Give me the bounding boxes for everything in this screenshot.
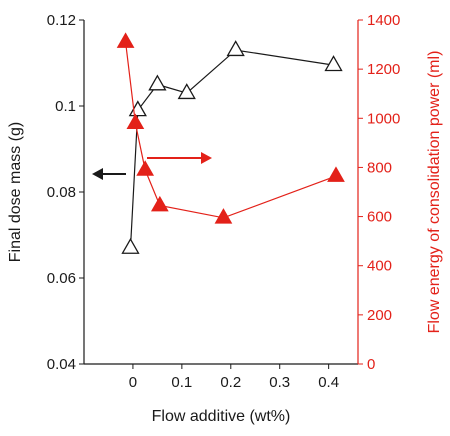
series-line-flow-energy <box>124 42 337 219</box>
y2-tick-label: 400 <box>367 258 392 275</box>
filled-triangle-point <box>116 32 135 48</box>
left-y-axis-title: Final dose mass (g) <box>7 122 24 263</box>
filled-triangle-point <box>150 195 169 212</box>
right-y-axis-ticks: 0 200 400 600 800 1000 1200 1400 <box>358 12 400 373</box>
open-triangle-point <box>226 40 245 57</box>
filled-triangle-point <box>327 166 345 182</box>
x-axis-ticks: 0 0.1 0.2 0.3 0.4 <box>129 364 339 391</box>
right-y-axis-title: Flow energy of consolidation power (ml) <box>426 51 443 334</box>
right-axis-arrow-head <box>201 152 212 164</box>
y2-tick-label: 0 <box>367 356 375 373</box>
x-tick-label: 0.4 <box>318 374 339 391</box>
x-tick-label: 0 <box>129 374 137 391</box>
y2-tick-label: 1000 <box>367 110 400 127</box>
filled-triangle-point <box>126 113 145 130</box>
y-tick-label: 0.08 <box>47 184 76 201</box>
annotation-layer <box>92 152 212 180</box>
left-y-axis-ticks: 0.04 0.06 0.08 0.1 0.12 <box>47 12 84 373</box>
open-triangle-point <box>177 83 196 100</box>
y-tick-label: 0.06 <box>47 270 76 287</box>
y2-tick-label: 600 <box>367 209 392 226</box>
open-triangle-point <box>324 55 343 72</box>
x-axis-title: Flow additive (wt%) <box>152 408 291 425</box>
series-layer <box>116 32 345 254</box>
filled-triangle-point <box>136 160 155 176</box>
plot-frame <box>83 20 359 365</box>
left-axis-arrow-head <box>92 168 103 180</box>
y2-tick-label: 1200 <box>367 61 400 78</box>
series-line-dose-mass <box>129 49 334 248</box>
filled-triangle-point <box>214 208 233 224</box>
x-tick-label: 0.1 <box>171 374 192 391</box>
y-tick-label: 0.12 <box>47 12 76 29</box>
y2-tick-label: 1400 <box>367 12 400 29</box>
open-triangle-point <box>121 237 140 254</box>
y-tick-label: 0.1 <box>55 98 76 115</box>
y-tick-label: 0.04 <box>47 356 76 373</box>
y2-tick-label: 200 <box>367 307 392 324</box>
open-triangle-point <box>148 74 167 91</box>
x-tick-label: 0.3 <box>269 374 290 391</box>
y2-tick-label: 800 <box>367 159 392 176</box>
x-tick-label: 0.2 <box>220 374 241 391</box>
